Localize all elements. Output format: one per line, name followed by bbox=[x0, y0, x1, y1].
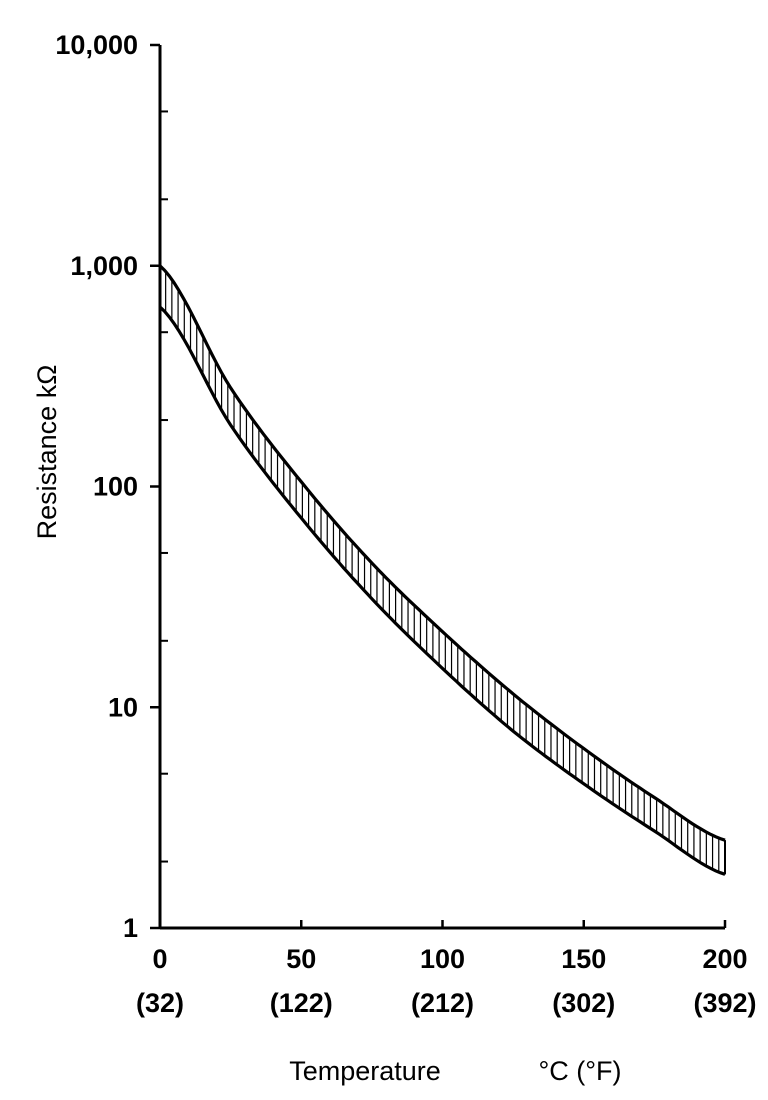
y-tick-label: 1 bbox=[123, 913, 138, 943]
band-upper-curve bbox=[158, 264, 726, 842]
y-axis-title: Resistance kΩ bbox=[32, 365, 62, 540]
resistance-band bbox=[158, 264, 726, 876]
y-tick-label: 10 bbox=[108, 692, 138, 722]
x-axis-units: °C (°F) bbox=[538, 1056, 621, 1086]
x-tick-label-fahrenheit: (122) bbox=[270, 988, 333, 1018]
x-tick-label-fahrenheit: (302) bbox=[552, 988, 615, 1018]
y-tick-label: 100 bbox=[93, 472, 138, 502]
x-tick-label: 150 bbox=[561, 944, 606, 974]
y-tick-label: 1,000 bbox=[70, 251, 138, 281]
x-axis-title: Temperature bbox=[289, 1056, 441, 1086]
x-tick-label: 100 bbox=[420, 944, 465, 974]
axes bbox=[150, 43, 727, 930]
x-tick-label: 50 bbox=[286, 944, 316, 974]
y-tick-label: 10,000 bbox=[55, 30, 138, 60]
x-tick-label-fahrenheit: (32) bbox=[136, 988, 184, 1018]
x-tick-label-fahrenheit: (212) bbox=[411, 988, 474, 1018]
x-tick-label: 0 bbox=[152, 944, 167, 974]
tick-labels: 1 10 100 1,000 10,000 0 (32) 50 (122) 100 (212) 150… bbox=[55, 30, 756, 1018]
x-tick-label: 200 bbox=[702, 944, 747, 974]
band-lower-curve bbox=[158, 305, 726, 876]
x-tick-label-fahrenheit: (392) bbox=[693, 988, 756, 1018]
